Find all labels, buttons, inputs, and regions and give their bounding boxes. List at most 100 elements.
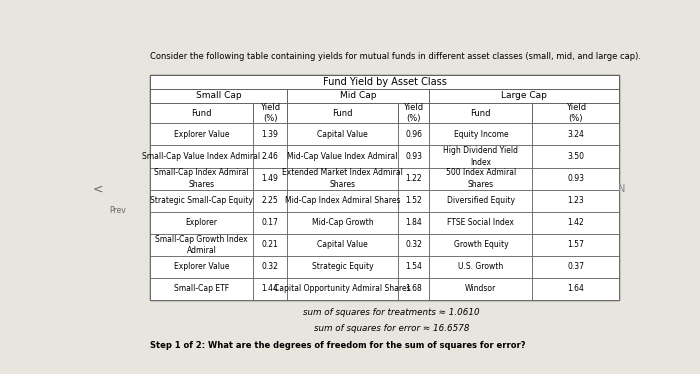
Text: Explorer: Explorer [186,218,218,227]
FancyBboxPatch shape [398,103,429,123]
Text: Yield
(%): Yield (%) [260,103,280,123]
Text: 2.25: 2.25 [262,196,279,205]
FancyBboxPatch shape [429,123,532,145]
FancyBboxPatch shape [253,212,287,234]
Text: 1.54: 1.54 [405,262,422,271]
FancyBboxPatch shape [287,234,398,256]
Text: Fund Yield by Asset Class: Fund Yield by Asset Class [323,77,447,87]
Text: Strategic Equity: Strategic Equity [312,262,373,271]
Text: <: < [93,183,104,195]
FancyBboxPatch shape [532,278,619,300]
Text: Fund: Fund [191,109,211,118]
FancyBboxPatch shape [287,89,429,103]
FancyBboxPatch shape [150,145,253,168]
Text: High Dividend Yield
Index: High Dividend Yield Index [443,147,518,166]
Text: Yield
(%): Yield (%) [403,103,424,123]
FancyBboxPatch shape [532,123,619,145]
Text: Large Cap: Large Cap [501,91,547,100]
FancyBboxPatch shape [532,145,619,168]
Text: Fund: Fund [332,109,353,118]
FancyBboxPatch shape [532,168,619,190]
Text: 0.37: 0.37 [567,262,584,271]
Text: 0.32: 0.32 [262,262,279,271]
Text: Small-Cap Value Index Admiral: Small-Cap Value Index Admiral [142,152,260,161]
FancyBboxPatch shape [287,278,398,300]
FancyBboxPatch shape [253,234,287,256]
FancyBboxPatch shape [532,256,619,278]
FancyBboxPatch shape [150,212,253,234]
FancyBboxPatch shape [398,168,429,190]
Text: 1.57: 1.57 [567,240,584,249]
FancyBboxPatch shape [398,234,429,256]
Text: Mid-Cap Growth: Mid-Cap Growth [312,218,373,227]
FancyBboxPatch shape [150,75,619,300]
Text: Small-Cap Growth Index
Admiral: Small-Cap Growth Index Admiral [155,234,248,255]
Text: Diversified Equity: Diversified Equity [447,196,514,205]
Text: Strategic Small-Cap Equity: Strategic Small-Cap Equity [150,196,253,205]
Text: N: N [618,184,626,194]
Text: 0.17: 0.17 [262,218,279,227]
FancyBboxPatch shape [253,168,287,190]
FancyBboxPatch shape [429,278,532,300]
FancyBboxPatch shape [398,190,429,212]
FancyBboxPatch shape [429,168,532,190]
FancyBboxPatch shape [287,145,398,168]
Text: 1.42: 1.42 [568,218,584,227]
FancyBboxPatch shape [253,190,287,212]
Text: Step 1 of 2: What are the degrees of freedom for the sum of squares for error?: Step 1 of 2: What are the degrees of fre… [150,341,526,350]
FancyBboxPatch shape [150,123,253,145]
FancyBboxPatch shape [150,234,253,256]
Text: Yield
(%): Yield (%) [566,103,586,123]
FancyBboxPatch shape [429,145,532,168]
FancyBboxPatch shape [150,75,619,89]
Text: Mid-Cap Value Index Admiral: Mid-Cap Value Index Admiral [287,152,398,161]
Text: 1.44: 1.44 [262,284,279,293]
FancyBboxPatch shape [287,256,398,278]
Text: U.S. Growth: U.S. Growth [458,262,503,271]
FancyBboxPatch shape [429,256,532,278]
FancyBboxPatch shape [532,234,619,256]
Text: 1.84: 1.84 [405,218,422,227]
Text: Small-Cap ETF: Small-Cap ETF [174,284,229,293]
FancyBboxPatch shape [287,123,398,145]
Text: 3.24: 3.24 [567,130,584,139]
FancyBboxPatch shape [150,89,287,103]
FancyBboxPatch shape [429,190,532,212]
FancyBboxPatch shape [398,256,429,278]
FancyBboxPatch shape [429,212,532,234]
Text: 1.64: 1.64 [567,284,584,293]
Text: 1.22: 1.22 [405,174,422,183]
FancyBboxPatch shape [398,145,429,168]
Text: 1.68: 1.68 [405,284,422,293]
Text: Capital Value: Capital Value [317,130,368,139]
FancyBboxPatch shape [253,145,287,168]
Text: 1.49: 1.49 [262,174,279,183]
FancyBboxPatch shape [150,103,253,123]
Text: sum of squares for treatments ≈ 1.0610: sum of squares for treatments ≈ 1.0610 [303,309,480,318]
FancyBboxPatch shape [287,190,398,212]
Text: 0.21: 0.21 [262,240,279,249]
Text: Explorer Value: Explorer Value [174,130,229,139]
FancyBboxPatch shape [253,256,287,278]
Text: 1.52: 1.52 [405,196,422,205]
Text: Mid Cap: Mid Cap [340,91,377,100]
Text: 0.96: 0.96 [405,130,422,139]
FancyBboxPatch shape [532,103,619,123]
FancyBboxPatch shape [429,103,532,123]
Text: Small-Cap Index Admiral
Shares: Small-Cap Index Admiral Shares [154,169,248,188]
FancyBboxPatch shape [150,256,253,278]
FancyBboxPatch shape [150,278,253,300]
Text: FTSE Social Index: FTSE Social Index [447,218,514,227]
Text: 1.39: 1.39 [262,130,279,139]
FancyBboxPatch shape [253,103,287,123]
FancyBboxPatch shape [429,89,619,103]
FancyBboxPatch shape [398,123,429,145]
Text: 2.46: 2.46 [262,152,279,161]
Text: 1.23: 1.23 [568,196,584,205]
Text: Windsor: Windsor [466,284,496,293]
FancyBboxPatch shape [398,212,429,234]
Text: Capital Opportunity Admiral Shares: Capital Opportunity Admiral Shares [274,284,411,293]
Text: Consider the following table containing yields for mutual funds in different ass: Consider the following table containing … [150,52,641,61]
Text: 0.93: 0.93 [567,174,584,183]
Text: Equity Income: Equity Income [454,130,508,139]
